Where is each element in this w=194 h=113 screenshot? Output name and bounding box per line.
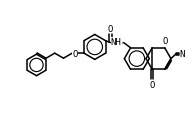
Text: NH: NH xyxy=(111,38,122,47)
Text: O: O xyxy=(73,49,78,58)
Text: N: N xyxy=(180,50,185,59)
Text: O: O xyxy=(108,25,113,33)
Text: O: O xyxy=(163,37,168,46)
Text: O: O xyxy=(150,80,155,89)
